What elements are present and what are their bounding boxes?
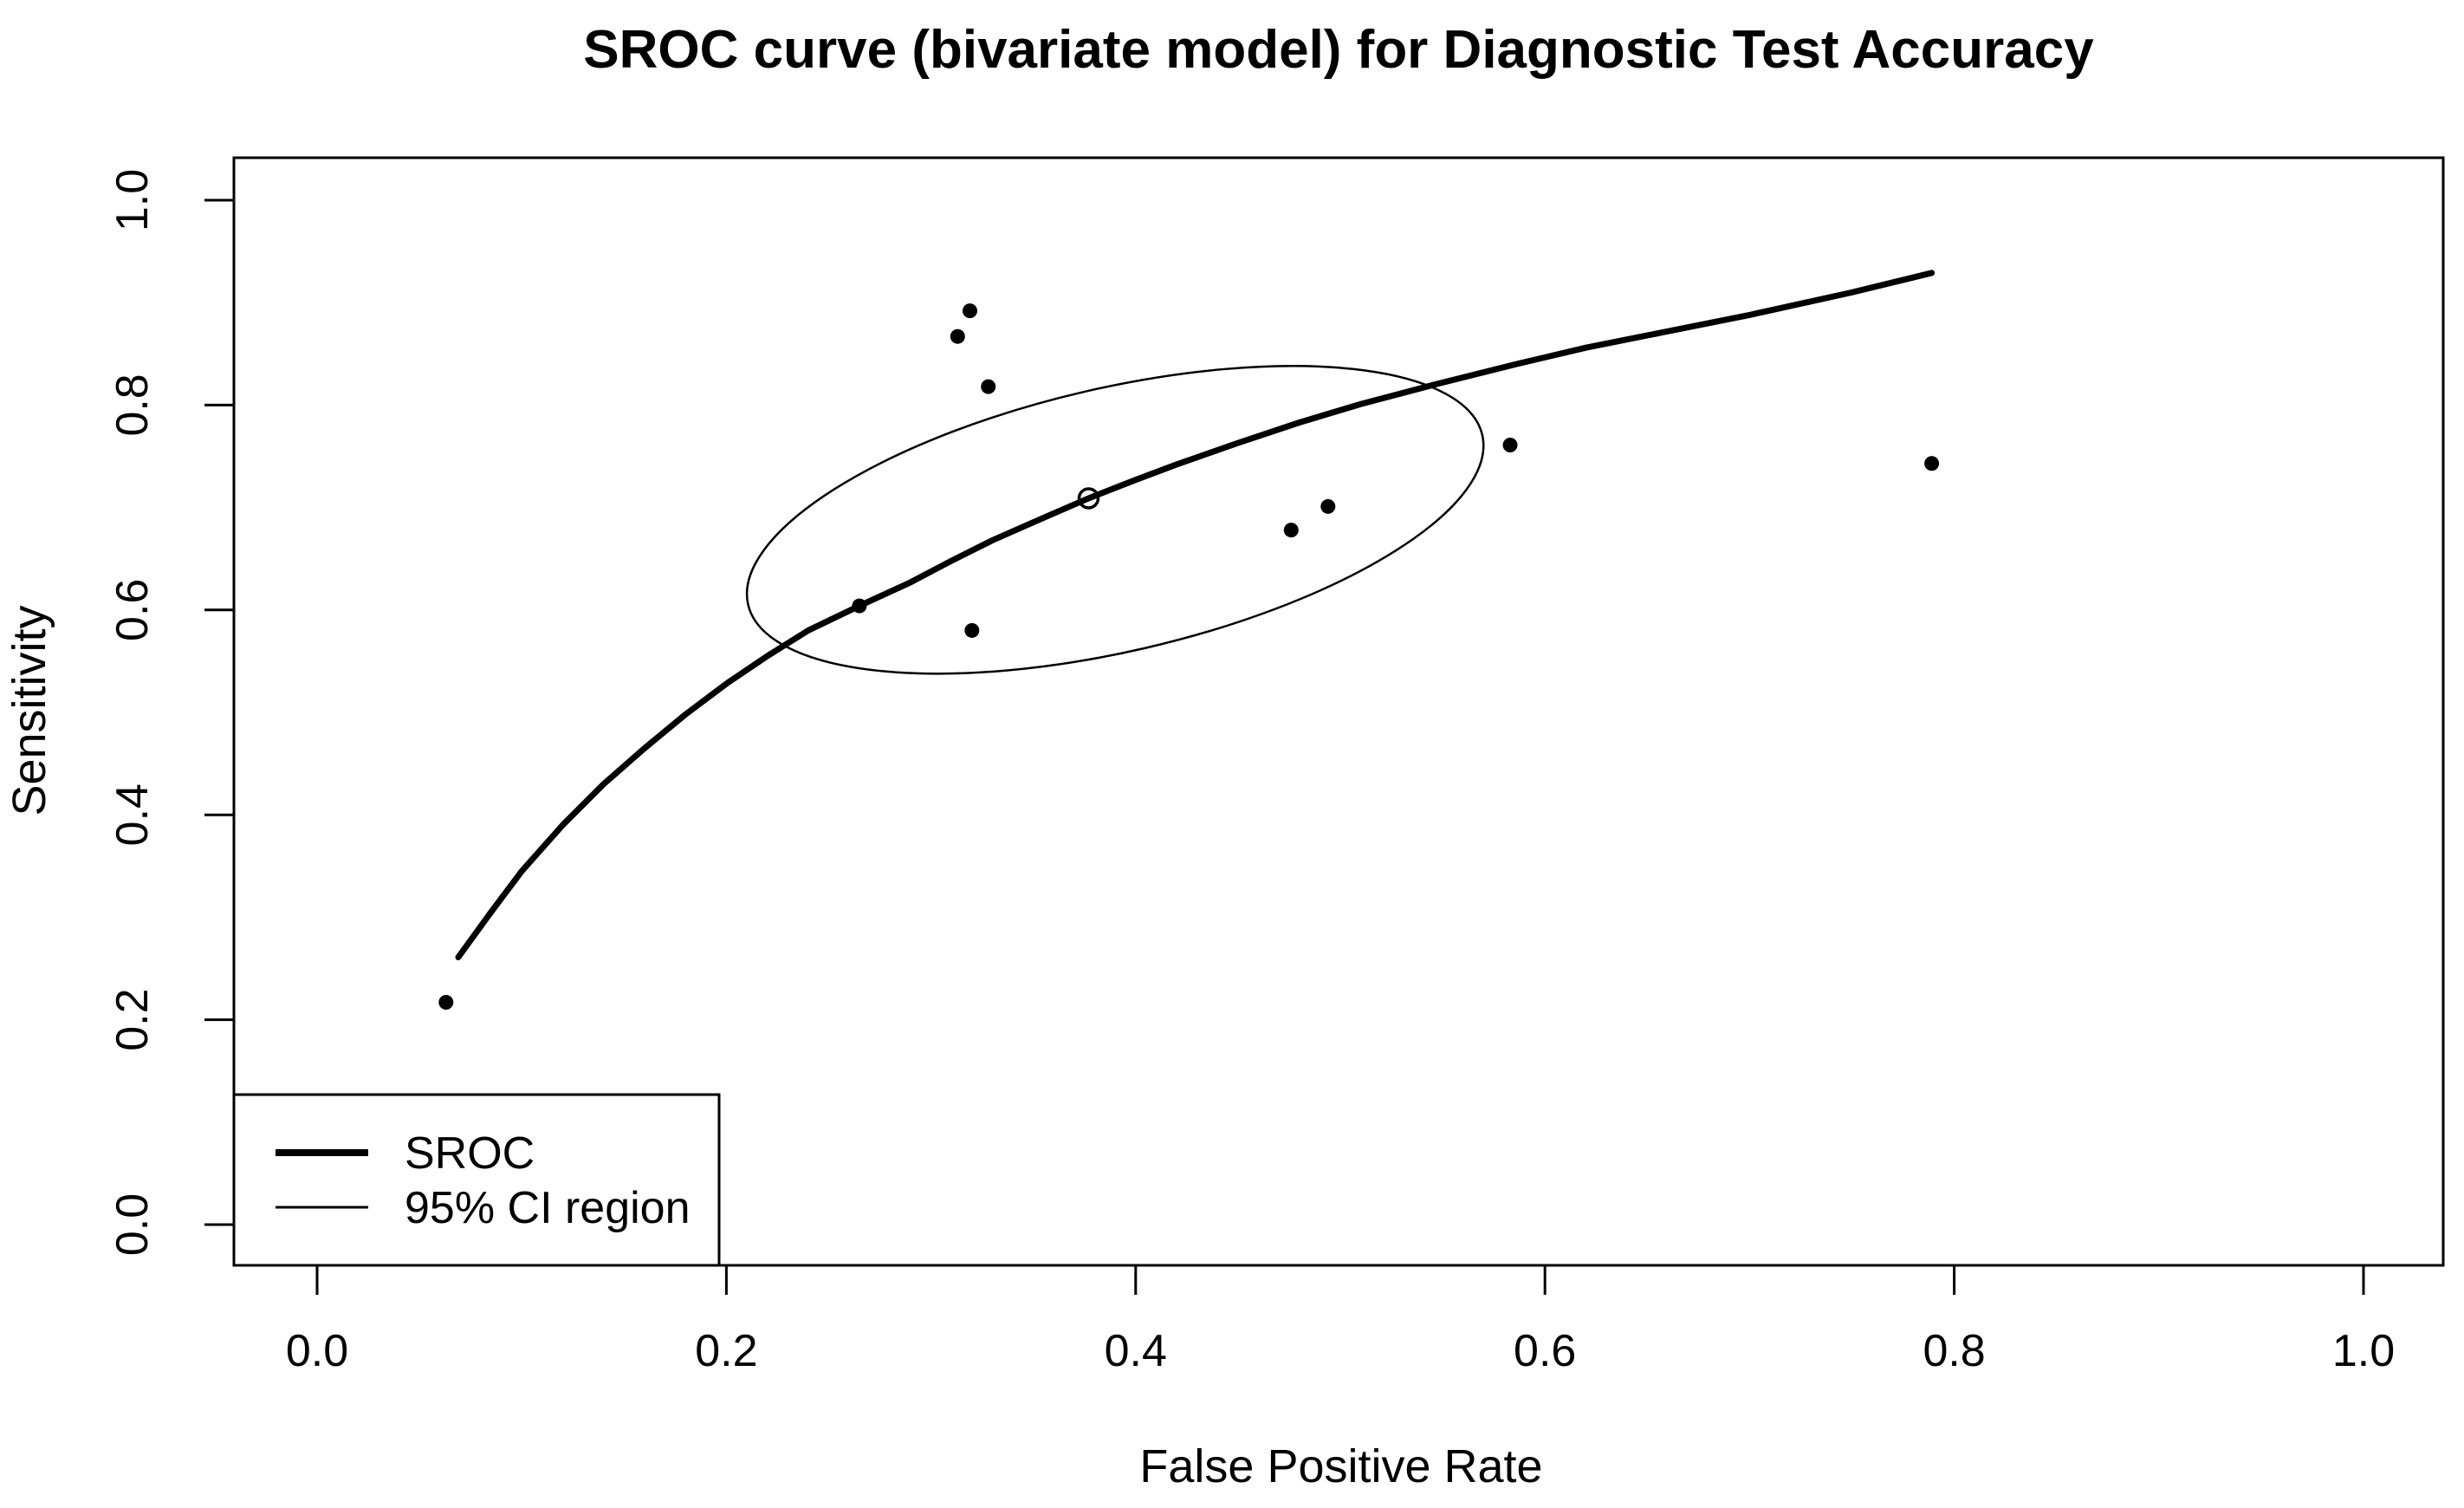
study-point bbox=[1502, 437, 1518, 452]
plot-border bbox=[232, 156, 2445, 1267]
y-tick-label: 0.8 bbox=[107, 374, 158, 436]
y-tick-label: 1.0 bbox=[107, 169, 158, 231]
study-point bbox=[1320, 498, 1336, 514]
study-point bbox=[852, 598, 867, 614]
x-axis-title: False Positive Rate bbox=[1139, 1440, 1542, 1492]
study-point bbox=[962, 303, 977, 319]
x-tick-label: 0.2 bbox=[695, 1326, 757, 1376]
y-tick-label: 0.6 bbox=[107, 579, 158, 641]
study-point bbox=[1283, 523, 1299, 538]
study-point bbox=[964, 622, 980, 638]
y-tick-label: 0.2 bbox=[107, 988, 158, 1050]
x-tick-label: 0.6 bbox=[1514, 1326, 1576, 1376]
chart-title: SROC curve (bivariate model) for Diagnos… bbox=[583, 20, 2094, 80]
x-tick-label: 0.8 bbox=[1923, 1326, 1985, 1376]
x-tick-label: 1.0 bbox=[2332, 1326, 2395, 1376]
study-point bbox=[981, 379, 996, 394]
y-tick-label: 0.4 bbox=[107, 783, 158, 846]
study-point bbox=[438, 995, 454, 1011]
y-axis-title: Sensitivity bbox=[3, 605, 55, 816]
study-point bbox=[1924, 456, 1940, 471]
summary-point bbox=[1077, 487, 1100, 510]
sroc-curve bbox=[455, 270, 1936, 960]
x-tick-label: 0.0 bbox=[286, 1326, 348, 1376]
y-tick-label: 0.0 bbox=[107, 1193, 158, 1256]
legend-box bbox=[232, 1093, 721, 1267]
ci-ellipse bbox=[745, 365, 1485, 675]
x-tick-label: 0.4 bbox=[1105, 1326, 1167, 1376]
legend-label-sroc: SROC bbox=[405, 1128, 535, 1179]
legend-label-ci: 95% CI region bbox=[405, 1183, 691, 1233]
study-point bbox=[950, 328, 965, 344]
